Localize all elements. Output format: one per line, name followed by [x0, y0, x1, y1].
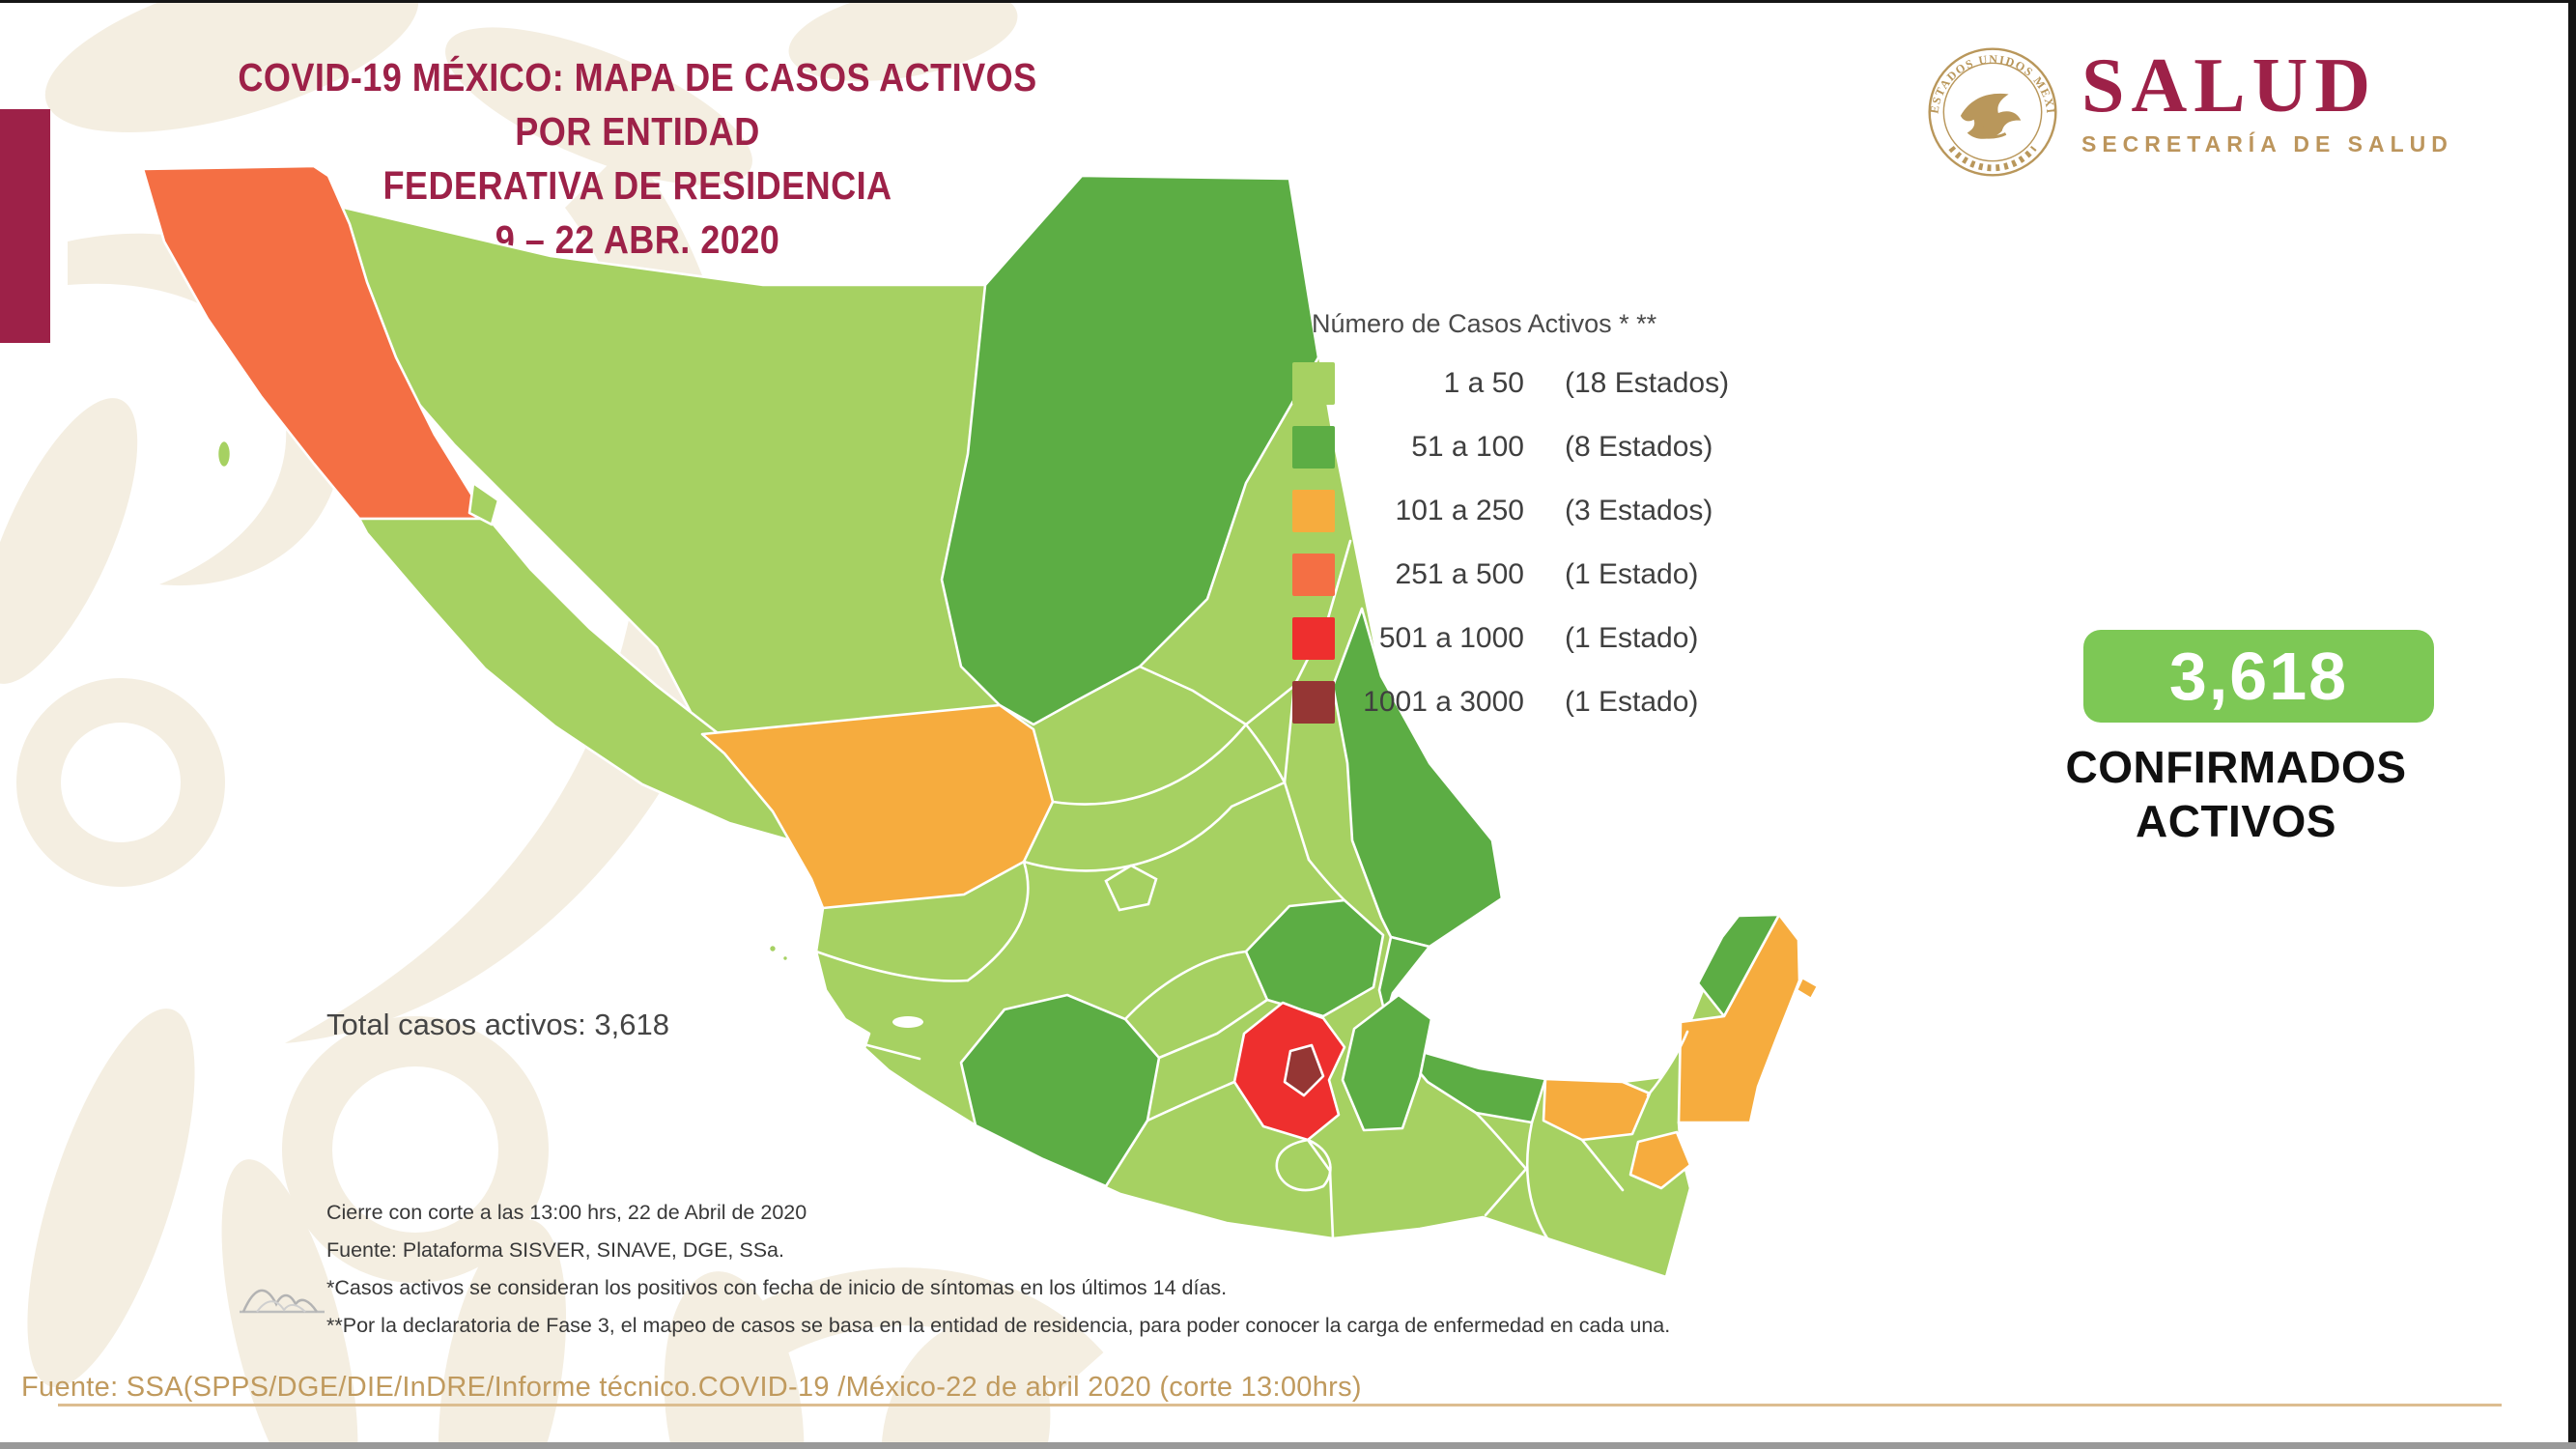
legend-swatch — [1292, 554, 1335, 596]
legend-item: 1 a 50 (18 Estados) — [1292, 362, 1775, 405]
state-region — [700, 703, 1055, 910]
legend-item: 1001 a 3000 (1 Estado) — [1292, 681, 1775, 724]
state-region — [1677, 913, 1801, 1124]
legend-count: (1 Estado) — [1565, 622, 1699, 654]
accent-bar — [0, 109, 50, 343]
legend-item: 51 a 100 (8 Estados) — [1292, 426, 1775, 469]
legend-range: 101 a 250 — [1395, 495, 1524, 526]
legend-swatch — [1292, 681, 1335, 724]
lake-chapala — [892, 1016, 923, 1028]
map-legend: Número de Casos Activos * ** 1 a 50 (18 … — [1292, 309, 1775, 745]
footnote-line: **Por la declaratoria de Fase 3, el mape… — [326, 1314, 1671, 1337]
active-cases-label: CONFIRMADOS ACTIVOS — [1995, 740, 2477, 848]
island-region — [767, 943, 778, 954]
footnote-line: Cierre con corte a las 13:00 hrs, 22 de … — [326, 1201, 807, 1224]
island-region — [780, 953, 790, 963]
legend-range: 251 a 500 — [1395, 558, 1524, 590]
legend-item: 501 a 1000 (1 Estado) — [1292, 617, 1775, 660]
state-borders — [814, 539, 1689, 1240]
active-cases-value: 3,618 — [2168, 639, 2349, 714]
legend-item: 101 a 250 (3 Estados) — [1292, 490, 1775, 532]
active-cases-label-line2: ACTIVOS — [2136, 796, 2336, 846]
window-bottom-edge — [0, 1442, 2576, 1449]
legend-count: (1 Estado) — [1565, 558, 1699, 590]
legend-swatch — [1292, 362, 1335, 405]
title-line-1: COVID-19 MÉXICO: MAPA DE CASOS ACTIVOS P… — [238, 55, 1037, 154]
state-region — [1628, 1130, 1692, 1190]
island-region — [1795, 976, 1820, 1001]
legend-range: 501 a 1000 — [1378, 622, 1524, 654]
legend-item: 251 a 500 (1 Estado) — [1292, 554, 1775, 596]
legend-title: Número de Casos Activos * ** — [1312, 309, 1657, 338]
state-region — [1244, 898, 1385, 1018]
footnotes: Cierre con corte a las 13:00 hrs, 22 de … — [326, 1194, 1670, 1345]
legend-range: 1001 a 3000 — [1363, 686, 1524, 718]
legend-swatch — [1292, 617, 1335, 660]
legend-range: 1 a 50 — [1443, 367, 1524, 399]
state-region — [940, 174, 1320, 726]
state-region — [1542, 1077, 1652, 1142]
legend-count: (18 Estados) — [1565, 367, 1730, 399]
island-region — [215, 439, 233, 469]
active-cases-badge: 3,618 — [2083, 630, 2434, 723]
legend-count: (8 Estados) — [1565, 431, 1713, 463]
island-region — [467, 481, 500, 526]
divider-rule — [58, 1404, 2502, 1406]
window-right-edge — [2568, 0, 2576, 1449]
page-title: COVID-19 MÉXICO: MAPA DE CASOS ACTIVOS P… — [135, 50, 1140, 267]
footnote-line: Fuente: Plataforma SISVER, SINAVE, DGE, … — [326, 1238, 784, 1262]
title-line-2: FEDERATIVA DE RESIDENCIA — [382, 163, 892, 208]
state-region — [959, 993, 1161, 1188]
window-top-edge — [0, 0, 2576, 3]
mexico-choropleth-map — [141, 164, 1820, 1279]
legend-swatch — [1292, 490, 1335, 532]
state-region — [1696, 913, 1781, 1018]
salud-wordmark: SALUD — [2081, 43, 2378, 128]
source-citation: Fuente: SSA(SPPS/DGE/DIE/InDRE/Informe t… — [21, 1372, 1362, 1403]
footnote-line: *Casos activos se consideran los positiv… — [326, 1276, 1228, 1299]
total-active-cases-text: Total casos activos: 3,618 — [326, 1008, 669, 1041]
active-cases-label-line1: CONFIRMADOS — [2065, 742, 2407, 792]
legend-swatch — [1292, 426, 1335, 469]
map-container — [135, 164, 2067, 1304]
secretaria-subtitle: SECRETARÍA DE SALUD — [2081, 131, 2453, 156]
mexico-eagle-seal-icon: ESTADOS UNIDOS MEXICANOS — [1917, 37, 2057, 177]
salud-logo: ESTADOS UNIDOS MEXICANOS SALUD SECRETARÍ… — [1917, 37, 2453, 187]
legend-count: (3 Estados) — [1565, 495, 1713, 526]
legend-count: (1 Estado) — [1565, 686, 1699, 718]
state-region — [1341, 993, 1433, 1132]
epidemic-curve-icon — [240, 1289, 325, 1314]
legend-range: 51 a 100 — [1411, 431, 1524, 463]
state-region — [1283, 1043, 1325, 1097]
